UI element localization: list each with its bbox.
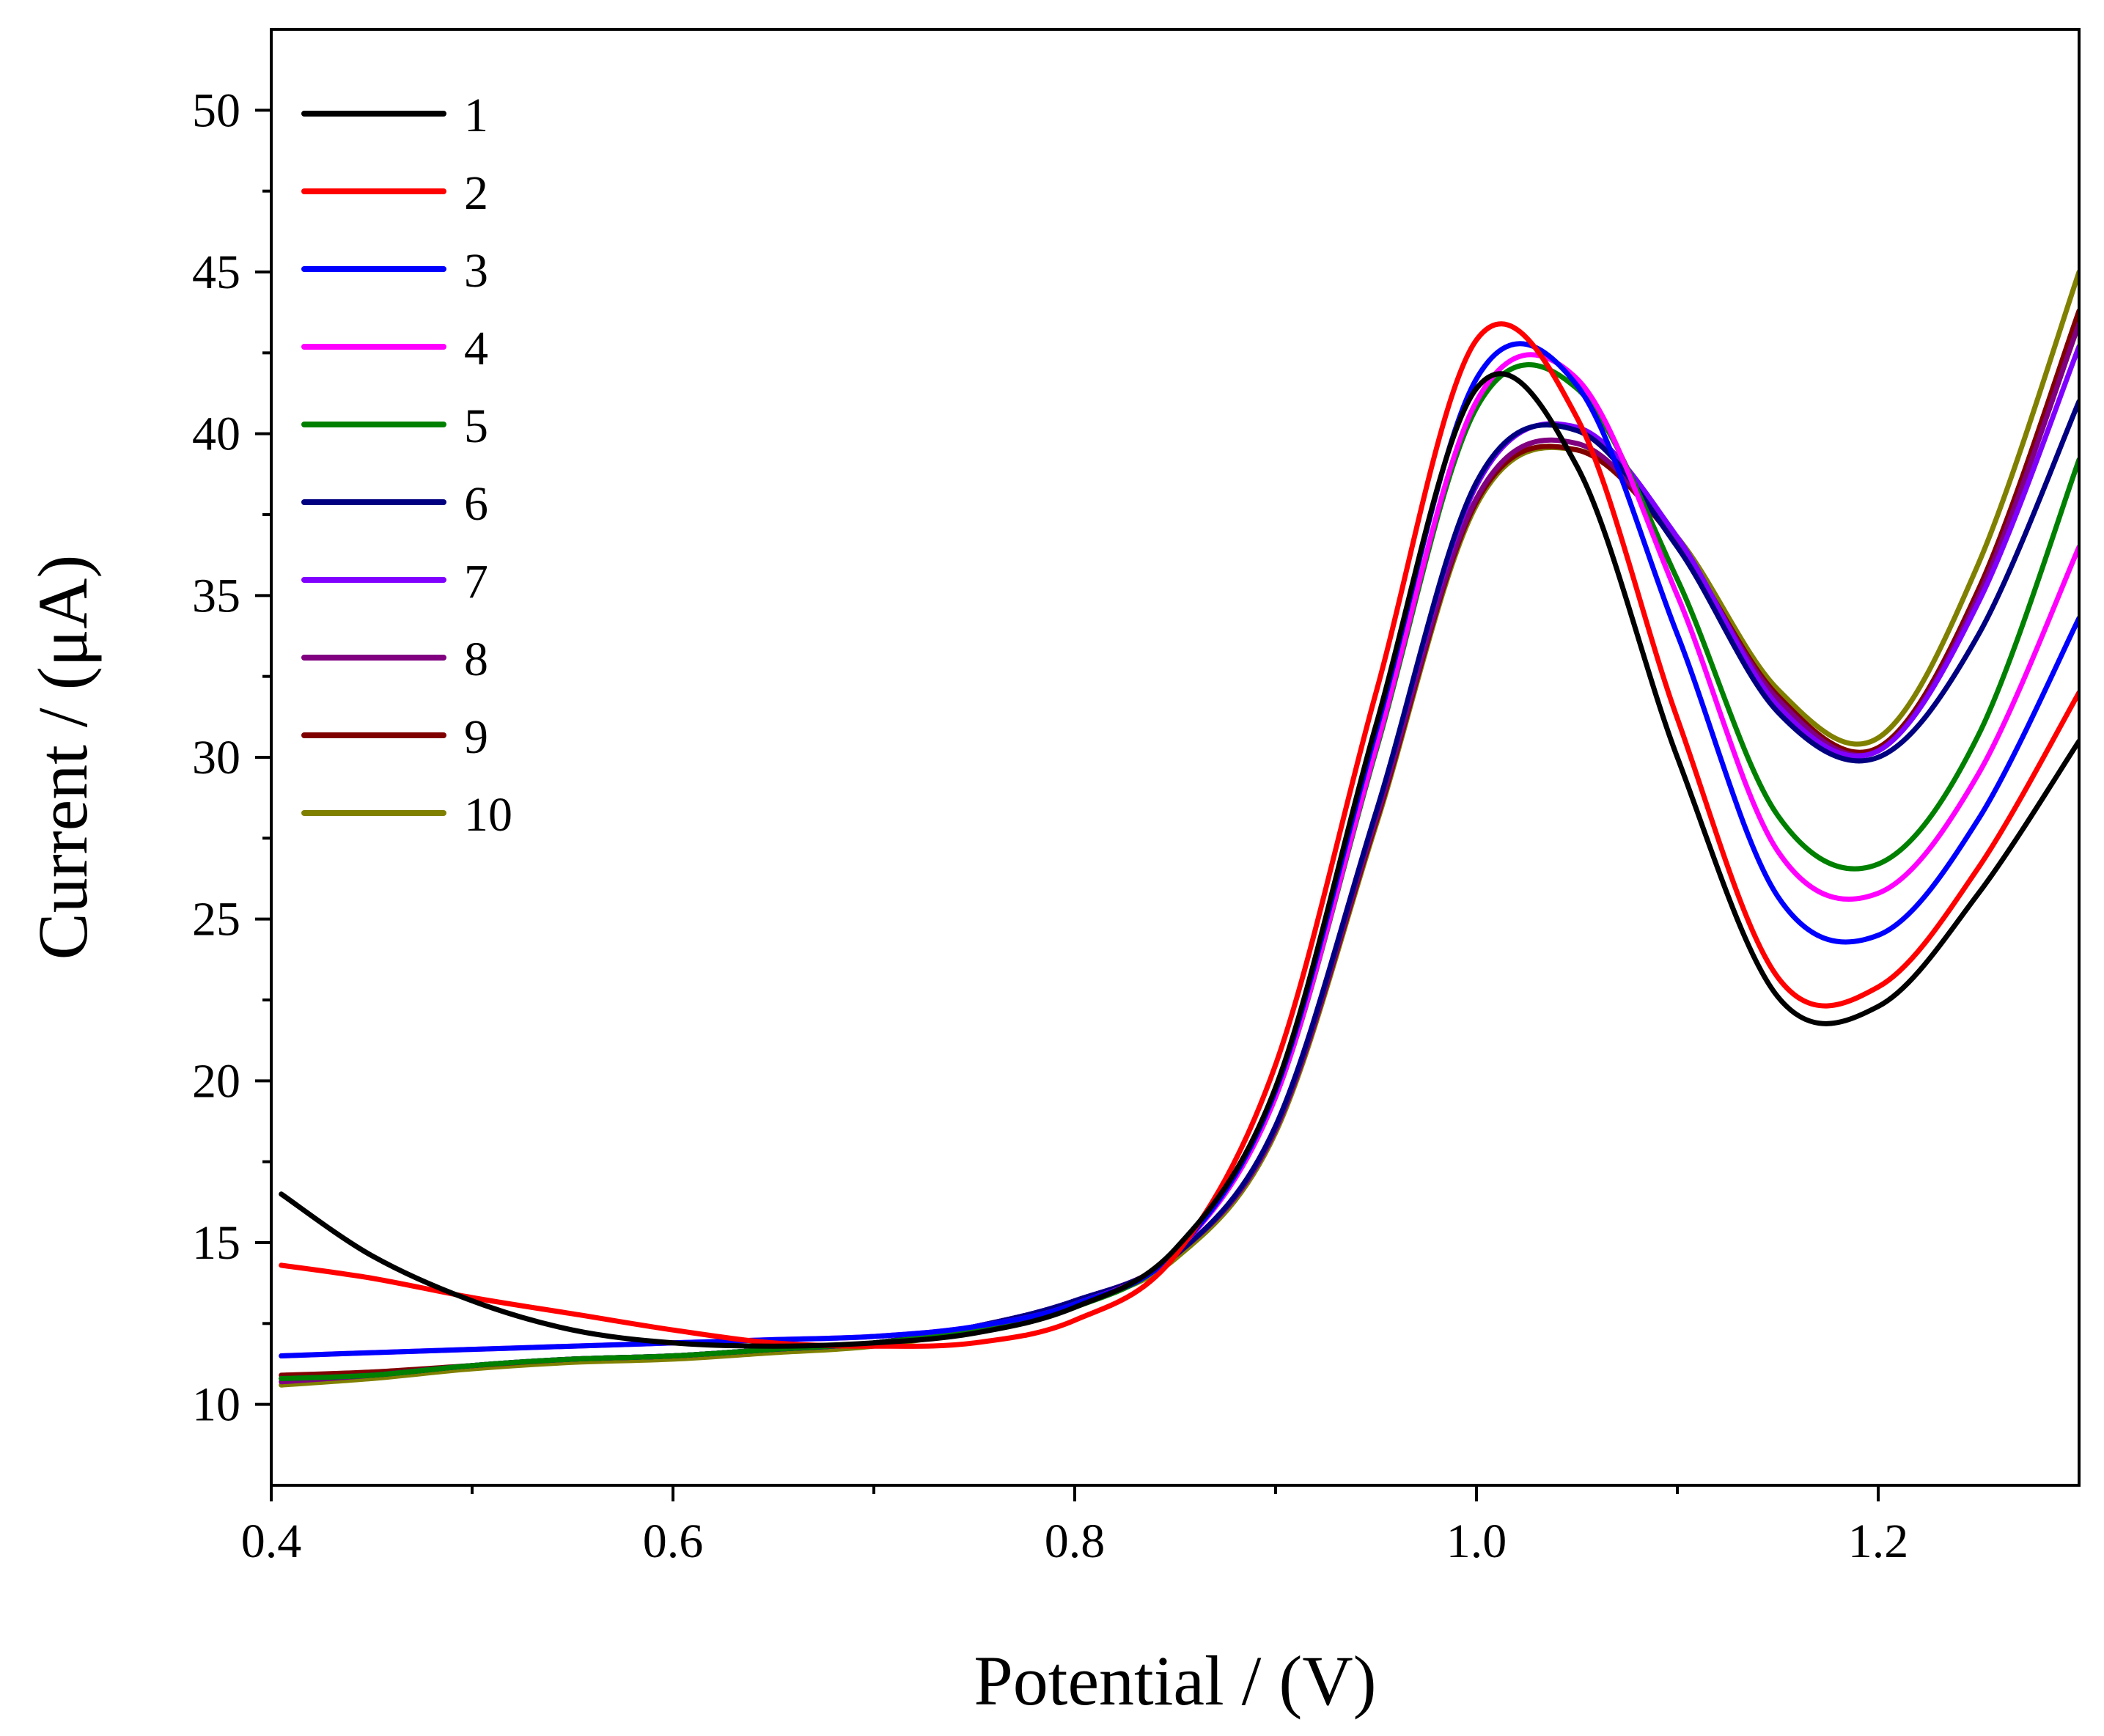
- series-layer: [279, 269, 2079, 1388]
- y-tick-label: 50: [192, 84, 240, 137]
- series-line-1: [279, 371, 2079, 1349]
- legend-label-6: 6: [464, 477, 488, 531]
- legend-label-5: 5: [464, 400, 488, 453]
- x-axis-title: Potential / (V): [974, 1641, 1376, 1720]
- y-tick-label: 10: [192, 1378, 240, 1432]
- legend-label-2: 2: [464, 166, 488, 220]
- legend-label-9: 9: [464, 710, 488, 764]
- y-axis-title: Current / (μA): [23, 555, 102, 960]
- legend-label-1: 1: [464, 89, 488, 142]
- y-tick-label: 20: [192, 1054, 240, 1108]
- legend-label-8: 8: [464, 633, 488, 686]
- y-tick-label: 45: [192, 246, 240, 299]
- x-tick-label: 0.8: [1045, 1515, 1106, 1568]
- legend-label-4: 4: [464, 322, 488, 375]
- y-tick-label: 30: [192, 731, 240, 784]
- x-tick-label: 1.0: [1446, 1515, 1507, 1568]
- legend-label-3: 3: [464, 244, 488, 298]
- y-tick-label: 40: [192, 408, 240, 461]
- y-tick-label: 35: [192, 569, 240, 622]
- legend: 1 2 3 4 5 6 7 8 9 10: [301, 89, 512, 842]
- legend-label-10: 10: [464, 788, 512, 842]
- x-tick-label: 0.4: [241, 1515, 302, 1568]
- x-tick-label: 0.6: [643, 1515, 704, 1568]
- legend-label-7: 7: [464, 555, 488, 608]
- x-tick-label: 1.2: [1848, 1515, 1909, 1568]
- series-line-2: [279, 321, 2079, 1349]
- y-tick-label: 15: [192, 1216, 240, 1270]
- y-tick-label: 25: [192, 893, 240, 946]
